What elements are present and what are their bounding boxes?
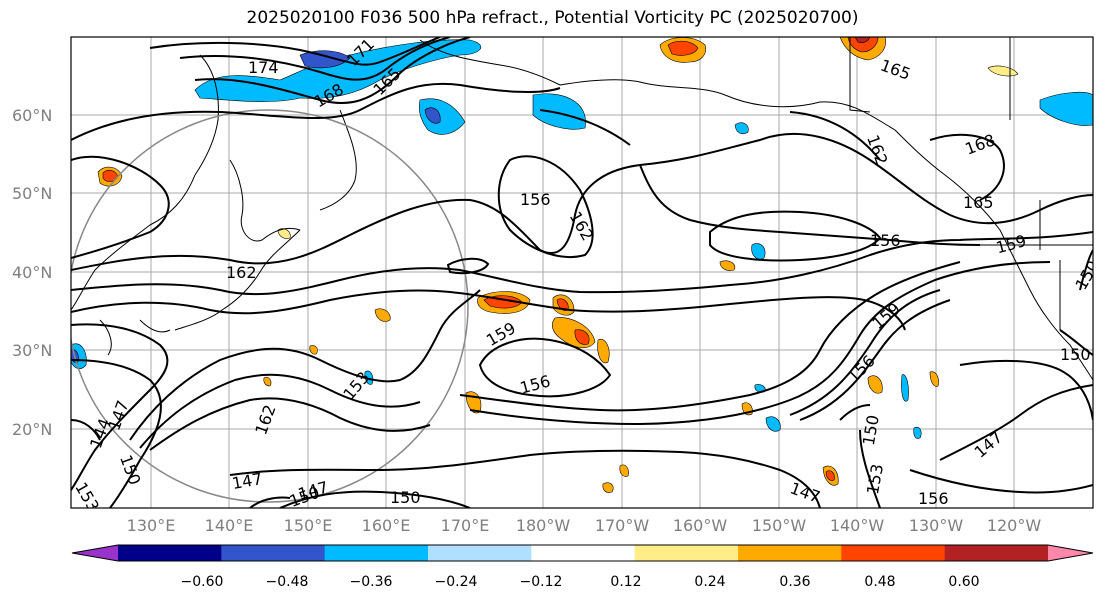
lon-label: 130°W	[909, 516, 964, 535]
colorbar-tick-label: 0.48	[864, 574, 895, 590]
lat-label: 60°N	[12, 106, 52, 125]
colorbar-segment	[428, 545, 532, 561]
lon-label: 160°W	[673, 516, 728, 535]
colorbar-tick-label: −0.24	[435, 574, 478, 590]
lon-label: 120°W	[987, 516, 1042, 535]
contour-label: 156	[918, 489, 949, 508]
lat-label: 20°N	[12, 420, 52, 439]
contour-label: 150	[1060, 345, 1091, 364]
map-title: 2025020100 F036 500 hPa refract., Potent…	[246, 8, 859, 28]
colorbar-tick-label: −0.60	[181, 574, 224, 590]
latitude-labels: 60°N 50°N 40°N 30°N 20°N	[12, 106, 52, 439]
colorbar-segment	[738, 545, 842, 561]
colorbar-segment	[324, 545, 429, 561]
colorbar-tick-label: 0.12	[610, 574, 641, 590]
contour-label: 162	[226, 263, 257, 282]
map-frame	[70, 36, 1094, 509]
lon-label: 130°E	[127, 516, 176, 535]
refractivity-contours	[71, 37, 1093, 508]
range-ring	[71, 109, 469, 503]
longitude-labels: 130°E 140°E 150°E 160°E 170°E 180°W 170°…	[127, 516, 1042, 535]
lat-label: 30°N	[12, 341, 52, 360]
colorbar-tick-label: 0.36	[779, 574, 810, 590]
lat-label: 50°N	[12, 184, 52, 203]
colorbar-segment	[118, 545, 222, 561]
contour-label: 165	[963, 193, 994, 212]
lon-label: 170°W	[595, 516, 650, 535]
colorbar-ticks: −0.60 −0.48 −0.36 −0.24 −0.12 0.12 0.24 …	[181, 574, 980, 590]
colorbar-tick-label: −0.48	[266, 574, 309, 590]
lon-label: 140°W	[830, 516, 885, 535]
lon-label: 180°W	[516, 516, 571, 535]
lon-label: 150°E	[284, 516, 333, 535]
colorbar-tick-label: −0.12	[520, 574, 563, 590]
colorbar-segment	[841, 545, 946, 561]
contour-label: 150	[390, 488, 421, 507]
contour-label: 174	[248, 58, 279, 77]
colorbar-segment	[221, 545, 326, 561]
lon-label: 140°E	[205, 516, 254, 535]
colorbar-tick-label: 0.60	[948, 574, 979, 590]
contour-label: 156	[870, 231, 901, 250]
lon-label: 170°E	[441, 516, 490, 535]
lon-label: 150°W	[752, 516, 807, 535]
colorbar	[71, 544, 1094, 562]
contour-label: 156	[520, 190, 551, 209]
colorbar-extend-max	[1048, 545, 1093, 561]
colorbar-segment	[634, 545, 739, 561]
coastlines	[71, 37, 1093, 381]
colorbar-outline	[71, 544, 1094, 562]
lon-label: 160°E	[362, 516, 411, 535]
colorbar-tick-label: −0.36	[350, 574, 393, 590]
colorbar-extend-min	[72, 545, 118, 561]
colorbar-segment	[944, 545, 1049, 561]
pv-positive-areas	[97, 37, 1019, 493]
colorbar-segment	[531, 545, 636, 561]
lat-label: 40°N	[12, 263, 52, 282]
colorbar-tick-label: 0.24	[694, 574, 725, 590]
